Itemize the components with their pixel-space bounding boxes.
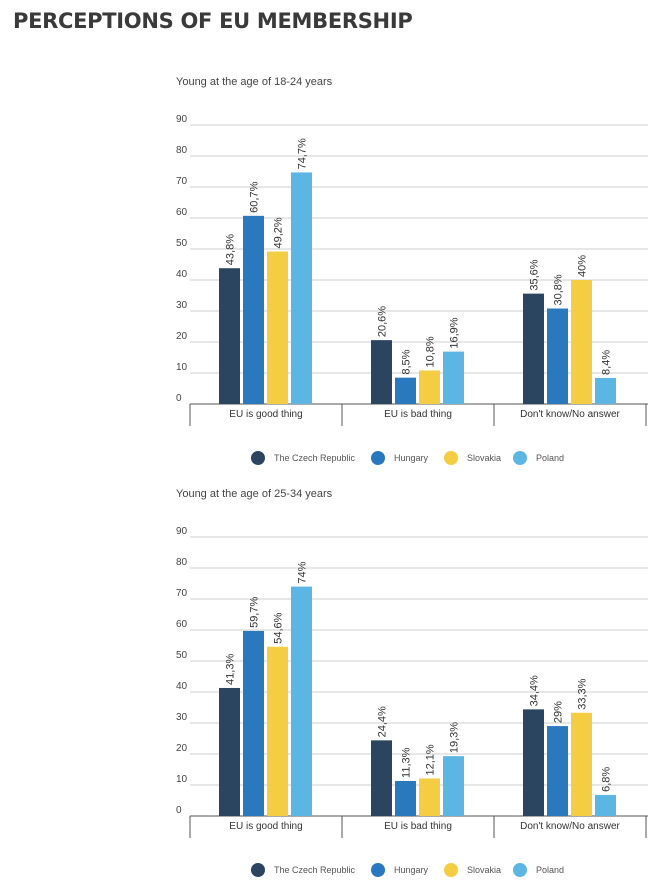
bar-hungary-don-t-know-no-answer (547, 726, 568, 816)
legend-swatch-the-czech-republic (251, 863, 265, 877)
y-tick-label: 90 (176, 526, 188, 537)
legend-swatch-slovakia (444, 451, 458, 465)
category-label: EU is bad thing (384, 821, 452, 832)
y-tick-label: 20 (176, 331, 188, 342)
bar-the-czech-republic-eu-is-good-thing (219, 687, 240, 816)
bar-poland-eu-is-bad-thing (443, 756, 464, 816)
legend-swatch-hungary (371, 451, 385, 465)
data-label: 20,6% (377, 306, 389, 337)
y-tick-label: 60 (176, 619, 188, 630)
y-tick-label: 50 (176, 650, 188, 661)
y-tick-label: 80 (176, 557, 188, 568)
bar-the-czech-republic-don-t-know-no-answer (523, 709, 544, 816)
data-label: 8,5% (401, 349, 413, 374)
data-label: 24,4% (377, 706, 389, 737)
y-tick-label: 20 (176, 743, 188, 754)
y-tick-label: 0 (176, 805, 182, 816)
y-tick-label: 90 (176, 114, 188, 125)
category-label: EU is bad thing (384, 409, 452, 420)
chart-subtitle: Young at the age of 25-34 years (176, 488, 333, 500)
data-label: 30,8% (553, 274, 565, 305)
y-tick-label: 70 (176, 176, 188, 187)
data-label: 8,4% (601, 350, 613, 375)
legend-label: Slovakia (467, 865, 501, 875)
data-label: 29% (553, 701, 565, 723)
legend-label: Hungary (394, 865, 429, 875)
data-label: 10,8% (425, 336, 437, 367)
data-label: 54,6% (273, 612, 285, 643)
legend-label: Poland (536, 865, 564, 875)
bar-poland-eu-is-good-thing (291, 172, 312, 404)
legend-swatch-slovakia (444, 863, 458, 877)
bar-slovakia-eu-is-bad-thing (419, 370, 440, 404)
data-label: 40% (577, 255, 589, 277)
bar-hungary-don-t-know-no-answer (547, 308, 568, 404)
category-label: Don't know/No answer (520, 409, 620, 420)
legend-label: The Czech Republic (274, 453, 356, 463)
bar-hungary-eu-is-good-thing (243, 215, 264, 404)
chart-25-34: Young at the age of 25-34 years 0 10 20 30 40… (176, 488, 648, 877)
y-tick-label: 0 (176, 393, 182, 404)
bar-slovakia-eu-is-good-thing (267, 251, 288, 404)
data-label: 16,9% (449, 317, 461, 348)
y-tick-label: 30 (176, 712, 188, 723)
data-label: 59,7% (249, 597, 261, 628)
y-tick-label: 60 (176, 207, 188, 218)
data-label: 74% (297, 561, 309, 583)
legend-label: Hungary (394, 453, 429, 463)
category-label: Don't know/No answer (520, 821, 620, 832)
y-tick-label: 50 (176, 238, 188, 249)
bar-the-czech-republic-don-t-know-no-answer (523, 293, 544, 404)
data-label: 6,8% (601, 767, 613, 792)
bar-the-czech-republic-eu-is-bad-thing (371, 740, 392, 816)
bar-the-czech-republic-eu-is-good-thing (219, 268, 240, 404)
y-tick-label: 30 (176, 300, 188, 311)
data-label: 33,3% (577, 678, 589, 709)
legend-swatch-hungary (371, 863, 385, 877)
page-title: PERCEPTIONS OF EU MEMBERSHIP (13, 9, 413, 33)
chart-18-24: Young at the age of 18-24 years 0 10 20 30 40… (176, 76, 648, 465)
data-label: 35,6% (529, 259, 541, 290)
y-tick-label: 40 (176, 269, 188, 280)
y-tick-label: 70 (176, 588, 188, 599)
bar-poland-eu-is-good-thing (291, 586, 312, 816)
data-label: 74,7% (297, 138, 309, 169)
y-tick-label: 10 (176, 774, 188, 785)
category-label: EU is good thing (229, 821, 302, 832)
legend-label: The Czech Republic (274, 865, 356, 875)
bar-hungary-eu-is-bad-thing (395, 780, 416, 816)
bar-slovakia-eu-is-good-thing (267, 646, 288, 816)
bar-slovakia-don-t-know-no-answer (571, 712, 592, 816)
data-label: 19,3% (449, 722, 461, 753)
legend-swatch-the-czech-republic (251, 451, 265, 465)
data-label: 43,8% (225, 234, 237, 265)
bar-hungary-eu-is-good-thing (243, 630, 264, 816)
legend-swatch-poland (513, 863, 527, 877)
legend-label: Slovakia (467, 453, 501, 463)
bar-slovakia-eu-is-bad-thing (419, 778, 440, 816)
y-tick-label: 40 (176, 681, 188, 692)
data-label: 11,3% (401, 747, 413, 778)
bar-poland-don-t-know-no-answer (595, 377, 616, 404)
y-tick-label: 10 (176, 362, 188, 373)
bar-slovakia-don-t-know-no-answer (571, 280, 592, 404)
data-label: 12,1% (425, 744, 437, 775)
y-tick-label: 80 (176, 145, 188, 156)
data-label: 34,4% (529, 675, 541, 706)
category-label: EU is good thing (229, 409, 302, 420)
bar-the-czech-republic-eu-is-bad-thing (371, 340, 392, 404)
legend-label: Poland (536, 453, 564, 463)
data-label: 49,2% (273, 217, 285, 248)
bar-hungary-eu-is-bad-thing (395, 377, 416, 404)
legend-swatch-poland (513, 451, 527, 465)
data-label: 41,3% (225, 654, 237, 685)
chart-subtitle: Young at the age of 18-24 years (176, 76, 333, 88)
bar-poland-eu-is-bad-thing (443, 351, 464, 404)
data-label: 60,7% (249, 181, 261, 212)
bar-poland-don-t-know-no-answer (595, 794, 616, 816)
